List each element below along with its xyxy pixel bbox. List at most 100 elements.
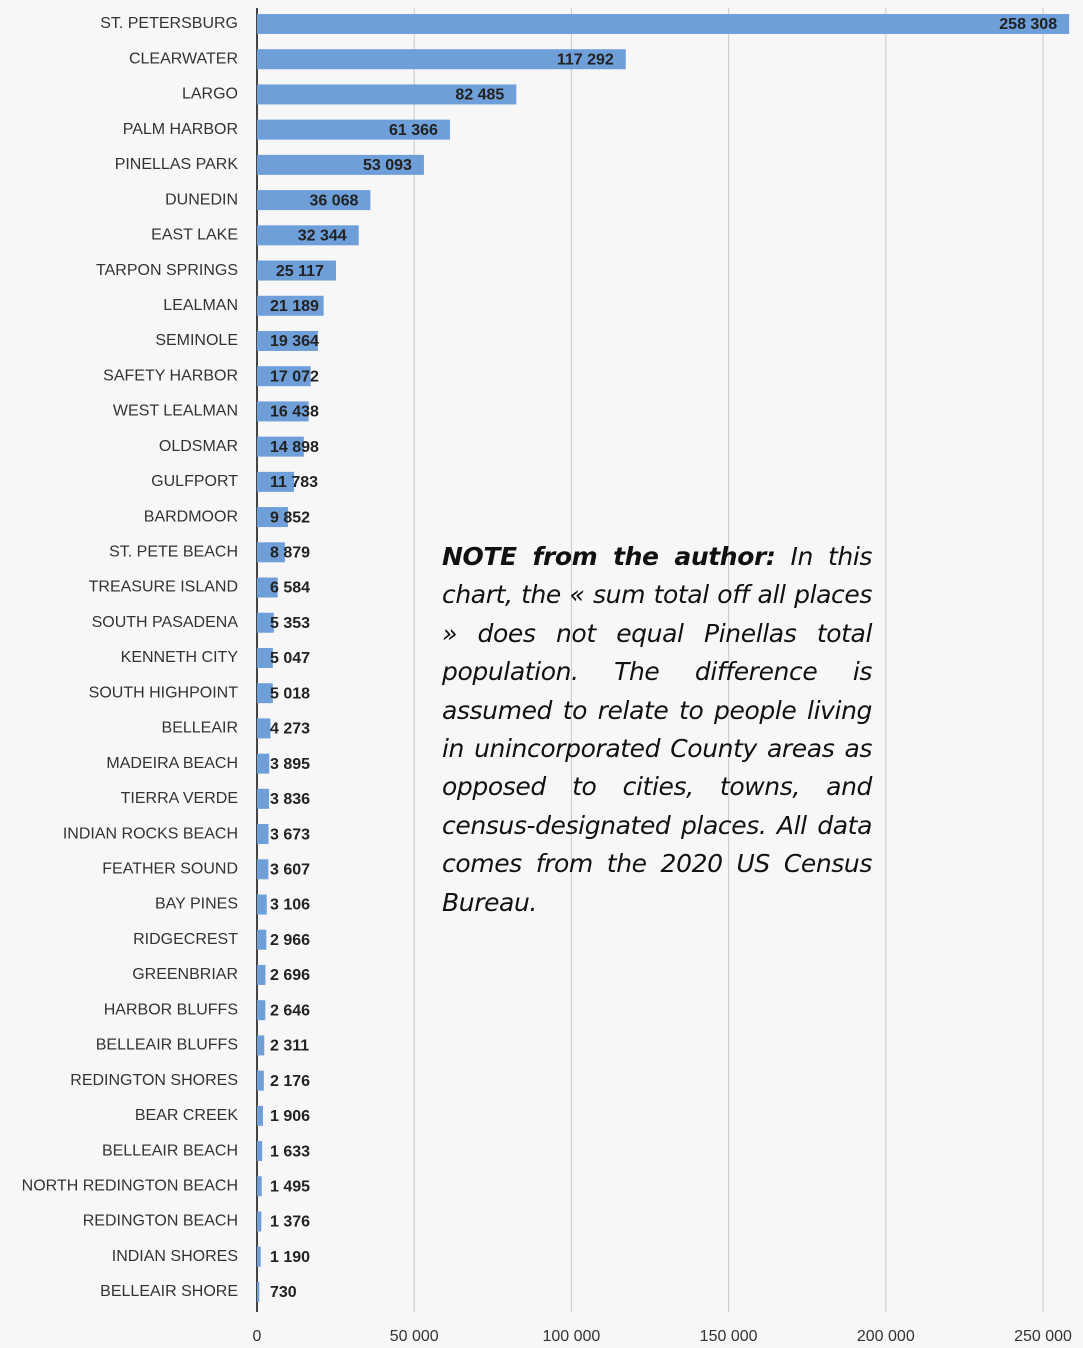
value-label: 21 189 bbox=[270, 298, 319, 315]
y-tick-label: TIERRA VERDE bbox=[121, 790, 238, 807]
y-tick-label: BELLEAIR BLUFFS bbox=[96, 1037, 238, 1054]
y-tick-label: PALM HARBOR bbox=[123, 121, 238, 138]
y-tick-label: BELLEAIR bbox=[162, 720, 238, 737]
bar bbox=[257, 295, 324, 316]
value-label: 4 273 bbox=[270, 721, 310, 738]
bar bbox=[257, 1246, 261, 1267]
bar bbox=[257, 1035, 265, 1056]
bar bbox=[257, 1105, 263, 1126]
y-tick-label: ST. PETERSBURG bbox=[100, 15, 238, 32]
value-label: 2 646 bbox=[270, 1002, 310, 1019]
bar bbox=[257, 753, 270, 774]
x-tick-label: 100 000 bbox=[542, 1328, 600, 1345]
bar bbox=[257, 929, 267, 950]
bar bbox=[257, 894, 267, 915]
value-label: 53 093 bbox=[363, 157, 412, 174]
bar bbox=[257, 824, 269, 845]
value-label: 1 633 bbox=[270, 1143, 310, 1160]
value-label: 3 106 bbox=[270, 897, 310, 914]
y-tick-label: FEATHER SOUND bbox=[102, 860, 238, 877]
bar bbox=[257, 260, 336, 281]
y-tick-label: LEALMAN bbox=[163, 297, 238, 314]
y-tick-label: INDIAN ROCKS BEACH bbox=[63, 825, 238, 842]
y-tick-label: OLDSMAR bbox=[159, 438, 238, 455]
bar bbox=[257, 84, 517, 105]
value-label: 16 438 bbox=[270, 404, 319, 421]
y-tick-label: SOUTH PASADENA bbox=[92, 614, 239, 631]
value-label: 6 584 bbox=[270, 580, 310, 597]
y-tick-label: HARBOR BLUFFS bbox=[104, 1001, 238, 1018]
value-label: 1 906 bbox=[270, 1108, 310, 1125]
value-label: 730 bbox=[270, 1284, 297, 1301]
bar bbox=[257, 190, 371, 211]
value-label: 3 895 bbox=[270, 756, 310, 773]
value-label: 82 485 bbox=[455, 87, 504, 104]
bar bbox=[257, 436, 304, 457]
y-tick-label: DUNEDIN bbox=[165, 191, 238, 208]
bar bbox=[257, 366, 311, 387]
bar bbox=[257, 788, 270, 809]
x-tick-label: 0 bbox=[253, 1328, 262, 1345]
x-tick-label: 200 000 bbox=[857, 1328, 915, 1345]
bar bbox=[257, 542, 285, 563]
bar bbox=[257, 859, 269, 880]
bar bbox=[257, 1281, 260, 1302]
y-tick-label: KENNETH CITY bbox=[121, 649, 239, 666]
bar bbox=[257, 507, 288, 528]
value-label: 36 068 bbox=[309, 192, 358, 209]
annotation-text: In this chart, the « sum total off all p… bbox=[442, 542, 873, 917]
y-tick-label: SEMINOLE bbox=[155, 332, 238, 349]
value-label: 61 366 bbox=[389, 122, 438, 139]
bar bbox=[257, 119, 450, 140]
y-tick-label: SAFETY HARBOR bbox=[103, 367, 238, 384]
y-tick-label: INDIAN SHORES bbox=[112, 1248, 238, 1265]
value-label: 19 364 bbox=[270, 333, 319, 350]
bar bbox=[257, 683, 273, 704]
value-label: 8 879 bbox=[270, 545, 310, 562]
value-label: 17 072 bbox=[270, 368, 319, 385]
y-tick-label: TREASURE ISLAND bbox=[89, 579, 238, 596]
bar bbox=[257, 1211, 262, 1232]
y-tick-label: PINELLAS PARK bbox=[115, 156, 239, 173]
y-tick-label: CLEARWATER bbox=[129, 50, 238, 67]
bar bbox=[257, 401, 309, 422]
bar bbox=[257, 1141, 263, 1162]
bar bbox=[257, 612, 274, 633]
bar bbox=[257, 577, 278, 598]
value-label: 5 018 bbox=[270, 685, 310, 702]
value-label: 2 966 bbox=[270, 932, 310, 949]
value-label: 2 176 bbox=[270, 1073, 310, 1090]
value-label: 3 673 bbox=[270, 826, 310, 843]
bar bbox=[257, 718, 271, 739]
y-tick-label: GULFPORT bbox=[151, 473, 238, 490]
y-tick-label: BARDMOOR bbox=[144, 508, 238, 525]
value-label: 32 344 bbox=[298, 228, 347, 245]
value-label: 5 353 bbox=[270, 615, 310, 632]
bar bbox=[257, 647, 273, 668]
y-tick-label: WEST LEALMAN bbox=[113, 403, 238, 420]
y-tick-label: BELLEAIR SHORE bbox=[100, 1283, 238, 1300]
y-tick-label: GREENBRIAR bbox=[132, 966, 238, 983]
value-label: 9 852 bbox=[270, 509, 310, 526]
bar bbox=[257, 225, 359, 246]
value-label: 3 836 bbox=[270, 791, 310, 808]
bar bbox=[257, 49, 626, 70]
value-label: 5 047 bbox=[270, 650, 310, 667]
y-tick-label: NORTH REDINGTON BEACH bbox=[22, 1177, 238, 1194]
value-label: 258 308 bbox=[999, 16, 1057, 33]
y-tick-label: BAY PINES bbox=[155, 896, 238, 913]
bar bbox=[257, 14, 1070, 34]
value-label: 11 783 bbox=[270, 474, 318, 491]
bar bbox=[257, 154, 424, 175]
y-tick-label: BEAR CREEK bbox=[135, 1107, 238, 1124]
y-tick-label: TARPON SPRINGS bbox=[96, 262, 238, 279]
value-label: 1 376 bbox=[270, 1214, 310, 1231]
value-label: 117 292 bbox=[557, 51, 614, 68]
y-tick-label: SOUTH HIGHPOINT bbox=[89, 684, 239, 701]
value-label: 2 696 bbox=[270, 967, 310, 984]
y-tick-label: EAST LAKE bbox=[151, 227, 238, 244]
annotation: NOTE from the author: In this chart, the… bbox=[442, 538, 872, 922]
x-tick-label: 150 000 bbox=[700, 1328, 758, 1345]
